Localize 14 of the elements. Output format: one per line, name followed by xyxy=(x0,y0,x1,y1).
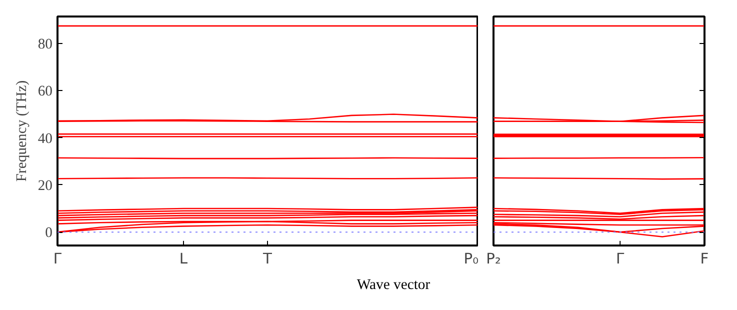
x-tick-label: P₂ xyxy=(486,250,501,268)
y-tick-label: 80 xyxy=(38,36,52,53)
x-tick-label: T xyxy=(262,250,272,268)
y-tick-label: 40 xyxy=(38,130,52,147)
y-tick-label: 0 xyxy=(45,225,52,242)
x-tick-label: Γ xyxy=(616,250,626,268)
x-tick-label: L xyxy=(179,250,188,268)
x-tick-label: Γ xyxy=(53,250,62,268)
y-tick-label: 20 xyxy=(38,178,52,194)
x-tick-label: F xyxy=(700,250,709,268)
x-axis-title: Wave vector xyxy=(356,276,430,295)
x-tick-label: P₀ xyxy=(464,250,479,268)
y-tick-label: 60 xyxy=(38,84,52,100)
y-axis-title: Frequency (THz) xyxy=(14,80,30,182)
